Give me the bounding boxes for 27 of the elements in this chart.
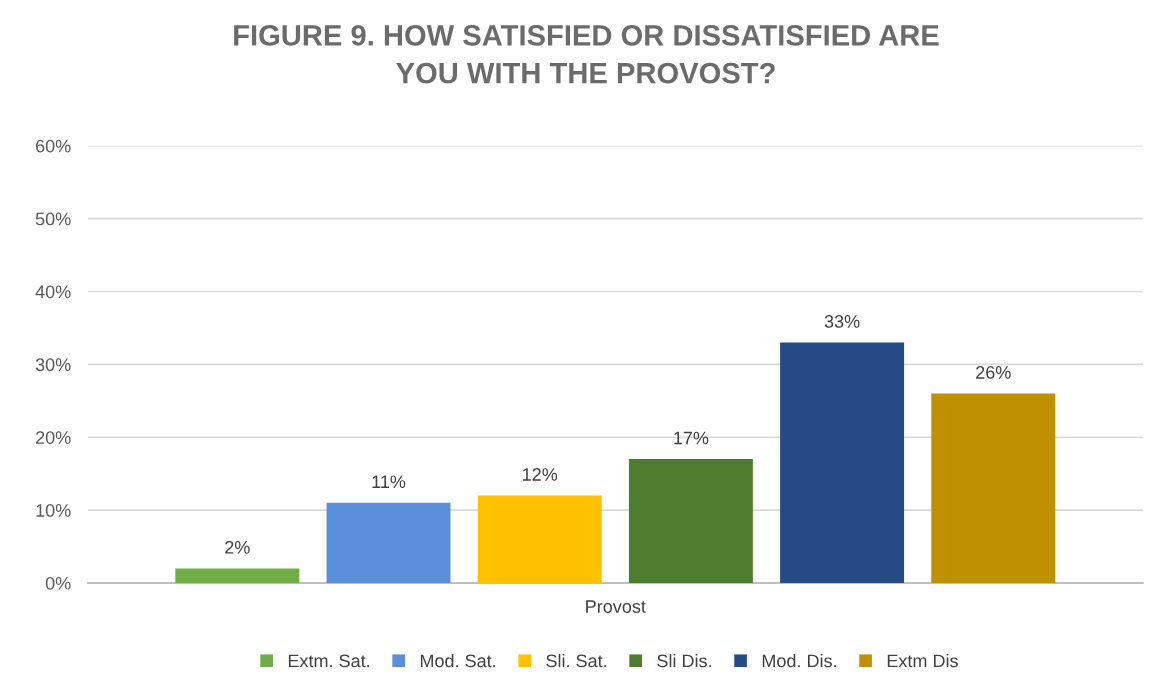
legend-label: Extm Dis: [887, 653, 958, 668]
data-label: 17%: [674, 431, 709, 445]
bar: [931, 393, 1056, 583]
data-label: 11%: [372, 475, 406, 489]
y-tick-label: 40%: [35, 285, 71, 299]
bar: [477, 495, 602, 583]
chart-title: FIGURE 9. HOW SATISFIED OR DISSATISFIED ARE YOU WITH THE PROVOST?: [234, 25, 939, 84]
y-tick-label: 20%: [36, 431, 71, 444]
bar: [326, 502, 451, 583]
legend-label: Sli Dis.: [657, 653, 711, 668]
data-label: 33%: [824, 315, 860, 328]
y-tick-label: 30%: [35, 358, 71, 372]
bar: [780, 342, 905, 583]
y-tick-label: 0%: [45, 576, 71, 590]
data-label: 26%: [976, 366, 1011, 379]
bar: [175, 568, 300, 583]
legend-label: Extm. Sat.: [288, 654, 370, 668]
legend-label: Mod. Dis.: [762, 653, 836, 668]
y-tick-label: 60%: [36, 139, 71, 153]
bar: [628, 459, 753, 583]
x-tick-label: Provost: [586, 600, 646, 613]
legend-label: Sli. Sat.: [546, 653, 607, 668]
legend-label: Mod. Sat.: [420, 653, 496, 668]
y-tick-label: 10%: [36, 504, 71, 517]
data-label: 2%: [225, 540, 250, 554]
data-label: 12%: [523, 468, 558, 481]
y-tick-label: 50%: [35, 212, 71, 226]
